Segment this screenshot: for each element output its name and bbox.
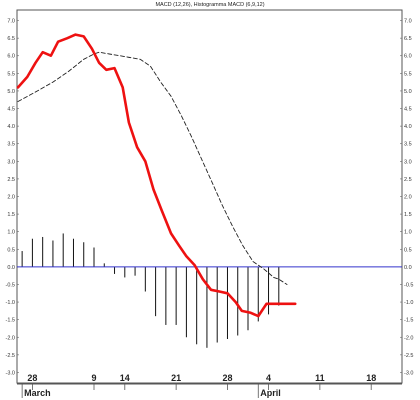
- y-tick-label-right: 4.0: [404, 124, 412, 130]
- x-tick-label: 14: [120, 373, 130, 383]
- y-tick-label-left: 0.0: [7, 265, 15, 271]
- y-tick-label-right: -1.5: [404, 318, 413, 324]
- y-tick-label-right: 0.0: [404, 265, 412, 271]
- y-tick-label-right: -0.5: [404, 282, 413, 288]
- x-tick-label: 11: [315, 373, 325, 383]
- x-tick-label: 21: [171, 373, 181, 383]
- y-tick-label-left: 5.0: [7, 89, 15, 95]
- y-tick-label-right: 0.5: [404, 247, 412, 253]
- y-tick-label-right: 3.5: [404, 142, 412, 148]
- y-tick-label-left: 4.0: [7, 124, 15, 130]
- x-tick-label: 28: [27, 373, 37, 383]
- y-tick-label-left: -2.0: [6, 335, 15, 341]
- chart-title: MACD (12,26), Histogramma MACD (6,9,12): [155, 2, 264, 8]
- y-tick-label-right: 6.0: [404, 54, 412, 60]
- histogram-bars: [21, 233, 280, 348]
- y-tick-label-right: 3.0: [404, 159, 412, 165]
- macd-line: [16, 33, 297, 318]
- x-tick-label: 9: [91, 373, 96, 383]
- x-tick-label: 28: [222, 373, 232, 383]
- y-tick-label-left: -1.0: [6, 300, 15, 306]
- x-tick-label: 18: [366, 373, 376, 383]
- y-tick-label-left: 6.0: [7, 54, 15, 60]
- y-tick-label-right: 6.5: [404, 36, 412, 42]
- y-tick-label-left: 1.5: [7, 212, 15, 218]
- y-tick-label-left: 3.5: [7, 142, 15, 148]
- y-tick-label-left: 2.0: [7, 195, 15, 201]
- y-tick-label-right: 2.0: [404, 195, 412, 201]
- y-tick-label-left: -0.5: [6, 282, 15, 288]
- x-tick-label: 4: [266, 373, 271, 383]
- y-tick-label-right: -2.5: [404, 353, 413, 359]
- y-tick-label-left: 7.0: [7, 19, 15, 25]
- month-label: March: [24, 388, 51, 398]
- y-tick-label-right: 1.5: [404, 212, 412, 218]
- series-lines: [16, 33, 297, 318]
- y-tick-label-right: 5.5: [404, 71, 412, 77]
- y-tick-label-right: -2.0: [404, 335, 413, 341]
- y-tick-label-left: 5.5: [7, 71, 15, 77]
- y-axis-right: 7.0 6.5 6.0 5.5 5.0 4.5 4.0 3.5 3.0 2.5 2.0 1.5 1.0 0…: [400, 19, 413, 376]
- x-axis: 28 9 14 21 28 4 11 18: [27, 373, 376, 390]
- y-tick-label-left: 6.5: [7, 36, 15, 42]
- signal-line: [17, 51, 288, 285]
- y-tick-label-right: -3.0: [404, 370, 413, 376]
- y-tick-label-right: 2.5: [404, 177, 412, 183]
- month-label: April: [260, 388, 281, 398]
- y-tick-label-right: 7.0: [404, 19, 412, 25]
- y-axis-left: 7.0 6.5 6.0 5.5 5.0 4.5 4.0 3.5 3.0 2.5 2.0 1.5 1.0 0…: [6, 19, 19, 376]
- y-tick-label-right: 1.0: [404, 230, 412, 236]
- y-tick-label-right: 5.0: [404, 89, 412, 95]
- y-tick-label-left: 4.5: [7, 107, 15, 113]
- y-tick-label-left: 0.5: [7, 247, 15, 253]
- y-tick-label-right: -1.0: [404, 300, 413, 306]
- y-tick-label-left: -1.5: [6, 318, 15, 324]
- y-tick-label-left: 2.5: [7, 177, 15, 183]
- y-tick-label-right: 4.5: [404, 107, 412, 113]
- y-tick-label-left: 3.0: [7, 159, 15, 165]
- y-tick-label-left: -2.5: [6, 353, 15, 359]
- month-labels: March April: [21, 384, 281, 398]
- y-tick-label-left: 1.0: [7, 230, 15, 236]
- y-tick-label-left: -3.0: [6, 370, 15, 376]
